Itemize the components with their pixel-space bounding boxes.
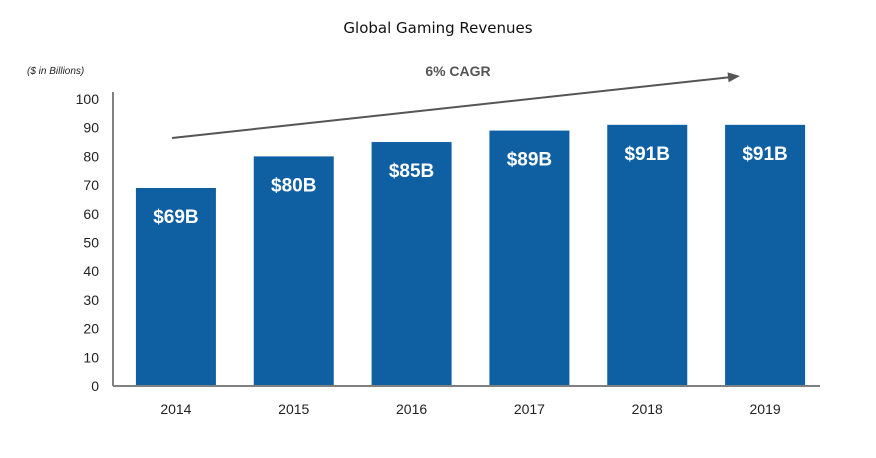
bar-data-label: $85B [389, 161, 434, 182]
x-tick-label: 2015 [278, 401, 309, 417]
y-tick-label: 0 [91, 378, 99, 394]
bar-data-label: $91B [742, 144, 787, 165]
x-axis-ticks: 2014 2015 2016 2017 2018 2019 [160, 401, 781, 417]
x-tick-label: 2019 [750, 401, 781, 417]
cagr-annotation: 6% CAGR [425, 63, 490, 79]
bar-data-label: $69B [153, 207, 198, 228]
y-tick-label: 30 [83, 292, 99, 308]
y-axis-units-label: ($ in Billions) [27, 66, 85, 77]
bar [253, 156, 334, 386]
bars [135, 124, 806, 386]
x-tick-label: 2017 [514, 401, 545, 417]
bar [135, 187, 216, 386]
bar [725, 124, 806, 386]
x-tick-label: 2014 [160, 401, 191, 417]
bar [489, 130, 570, 386]
cagr-trend-arrow [171, 75, 735, 139]
y-tick-label: 40 [83, 263, 99, 279]
bar-data-label: $89B [507, 150, 552, 171]
y-tick-label: 70 [83, 177, 99, 193]
cagr-arrowhead-icon [727, 72, 740, 83]
y-tick-label: 100 [76, 91, 100, 107]
bar [607, 124, 688, 386]
y-tick-label: 60 [83, 206, 99, 222]
bar-data-label: $80B [271, 175, 316, 196]
bar-data-labels: $69B $80B $85B $89B $91B $91B [153, 144, 788, 228]
y-tick-label: 90 [83, 120, 99, 136]
y-tick-label: 80 [83, 148, 99, 164]
bar-data-label: $91B [625, 144, 670, 165]
x-tick-label: 2016 [396, 401, 427, 417]
y-tick-label: 50 [83, 235, 99, 251]
y-axis-ticks: 0 10 20 30 40 50 60 70 80 90 100 [76, 91, 100, 394]
x-tick-label: 2018 [632, 401, 663, 417]
bar [371, 142, 452, 386]
chart-title: Global Gaming Revenues [343, 19, 533, 37]
y-tick-label: 10 [83, 349, 99, 365]
y-tick-label: 20 [83, 321, 99, 337]
